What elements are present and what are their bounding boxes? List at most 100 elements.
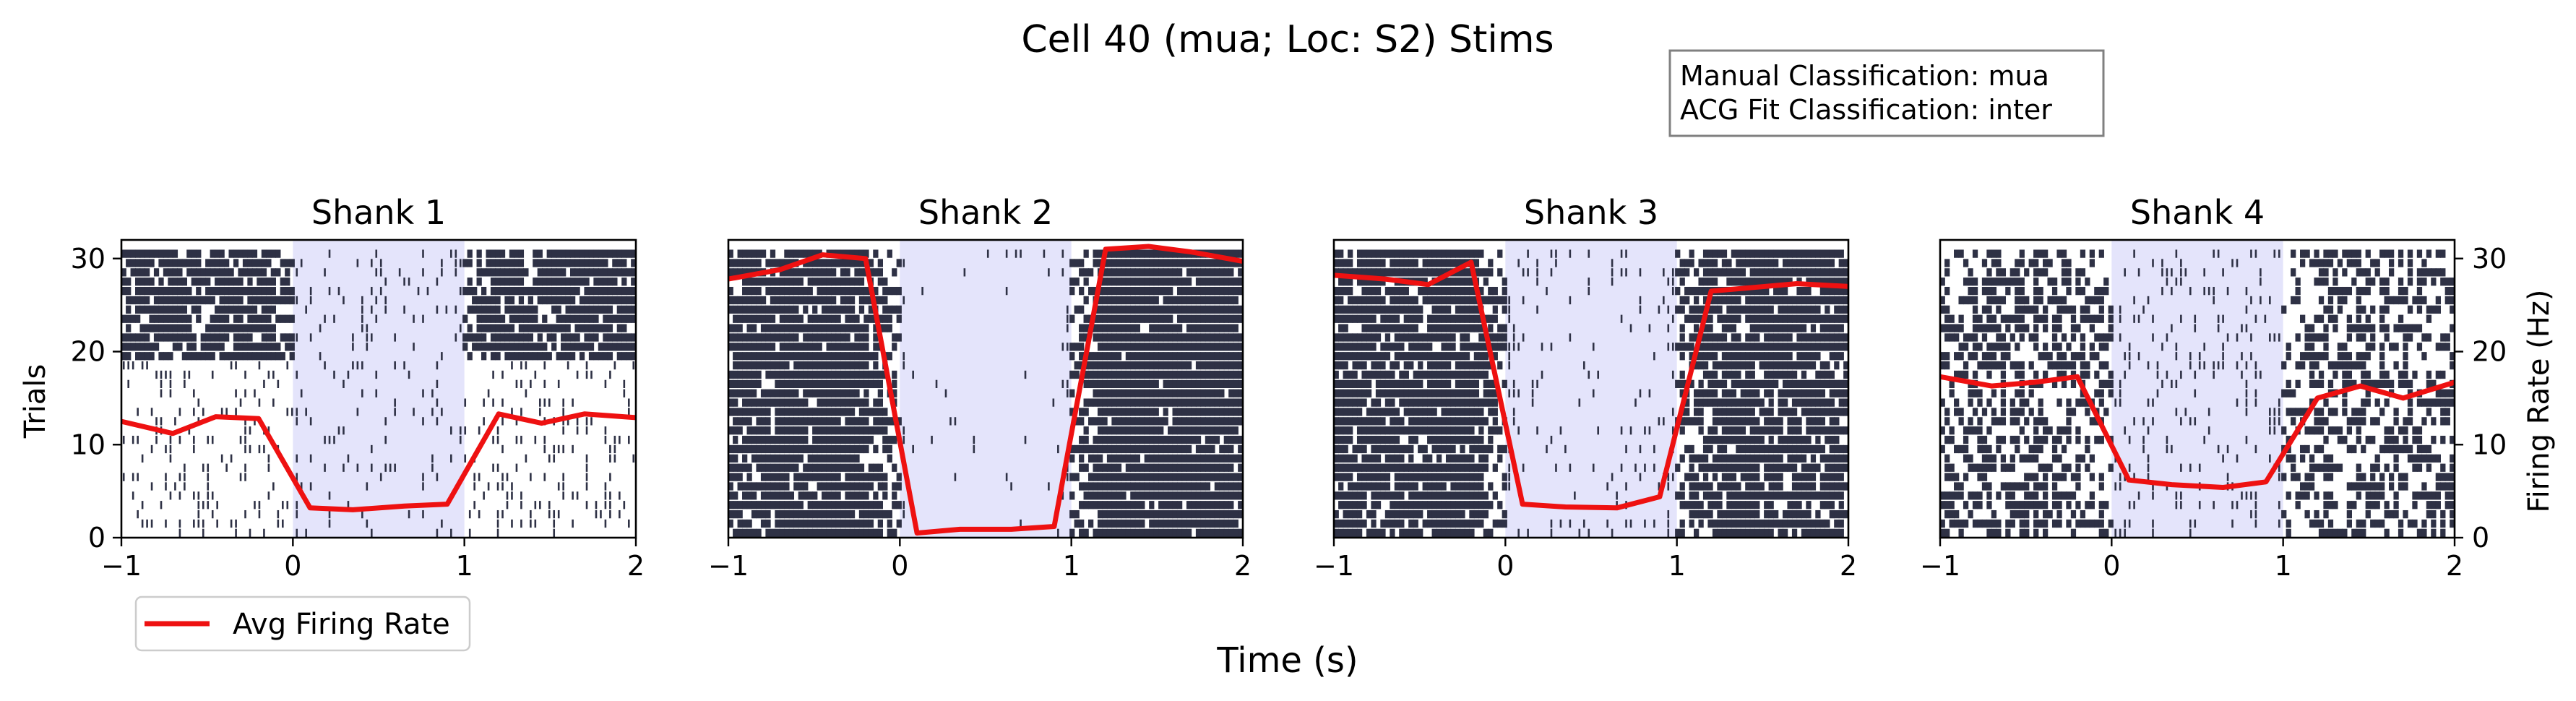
spike-mark — [1684, 444, 1690, 454]
spike-mark — [779, 454, 785, 463]
spike-mark — [394, 333, 396, 342]
spike-mark — [1116, 352, 1122, 361]
spike-mark — [793, 296, 799, 305]
spike-mark — [1380, 314, 1386, 323]
spike-mark — [854, 259, 860, 267]
spike-mark — [270, 286, 276, 296]
spike-mark — [1679, 352, 1685, 361]
spike-mark — [1181, 435, 1187, 444]
spike-mark — [403, 361, 405, 370]
spike-mark — [1629, 426, 1632, 435]
spike-mark — [551, 278, 557, 286]
spike-mark — [1140, 398, 1145, 407]
spike-mark — [595, 501, 598, 509]
spike-mark — [1569, 519, 1572, 528]
spike-mark — [822, 426, 827, 435]
spike-mark — [1057, 528, 1059, 537]
spike-mark — [1778, 314, 1783, 323]
spike-mark — [468, 509, 471, 519]
spike-mark — [168, 314, 173, 323]
spike-mark — [561, 268, 567, 277]
spike-mark — [551, 305, 557, 314]
spike-mark — [1366, 343, 1372, 351]
spike-mark — [1806, 352, 1812, 361]
spike-mark — [822, 528, 827, 537]
spike-mark — [1436, 333, 1442, 342]
spike-mark — [1671, 426, 1674, 435]
spike-mark — [1144, 379, 1150, 388]
spike-mark — [1815, 305, 1821, 314]
spike-mark — [1717, 408, 1723, 416]
spike-mark — [139, 296, 145, 305]
spike-mark — [1116, 482, 1122, 491]
spike-mark — [1810, 333, 1817, 342]
spike-mark — [1768, 324, 1774, 332]
spike-mark — [817, 389, 822, 397]
spike-mark — [515, 463, 518, 472]
spike-mark — [607, 268, 613, 277]
spike-mark — [1121, 259, 1127, 267]
spike-mark — [459, 324, 462, 332]
spike-mark — [261, 259, 267, 267]
spike-mark — [486, 305, 491, 314]
spike-mark — [831, 343, 837, 351]
spike-mark — [1806, 528, 1812, 537]
spike-mark — [1361, 444, 1367, 454]
spike-mark — [742, 305, 748, 314]
spike-mark — [496, 426, 499, 435]
spike-mark — [1644, 426, 1646, 435]
spike-mark — [1168, 314, 1173, 323]
spike-mark — [779, 343, 785, 351]
spike-mark — [1380, 389, 1386, 397]
spike-mark — [1478, 473, 1484, 481]
spike-mark — [520, 408, 522, 416]
spike-mark — [1176, 398, 1183, 407]
spike-mark — [826, 343, 832, 351]
spike-mark — [1214, 519, 1220, 528]
spike-mark — [1441, 333, 1447, 342]
spike-mark — [1759, 444, 1765, 454]
spike-mark — [1749, 314, 1755, 323]
spike-mark — [1810, 361, 1817, 370]
spike-mark — [892, 343, 897, 351]
spike-mark — [481, 333, 487, 342]
spike-mark — [501, 398, 504, 407]
spike-mark — [1667, 324, 1670, 332]
spike-mark — [1338, 379, 1344, 388]
spike-mark — [1698, 398, 1704, 407]
spike-mark — [1473, 343, 1480, 351]
spike-mark — [1460, 501, 1465, 509]
spike-mark — [760, 501, 767, 509]
spike-mark — [375, 268, 378, 277]
spike-mark — [238, 324, 244, 332]
spike-mark — [239, 398, 242, 407]
spike-mark — [1815, 444, 1821, 454]
spike-mark — [1791, 454, 1798, 463]
spike-mark — [1333, 352, 1339, 361]
spike-mark — [1702, 444, 1709, 454]
spike-mark — [1408, 473, 1414, 481]
spike-mark — [849, 519, 856, 528]
spike-mark — [892, 333, 897, 342]
spike-mark — [1130, 444, 1136, 454]
spike-mark — [1168, 286, 1173, 296]
spike-mark — [588, 286, 595, 296]
spike-mark — [1083, 296, 1089, 305]
spike-mark — [1140, 352, 1145, 361]
spike-mark — [892, 286, 897, 296]
spike-mark — [873, 352, 879, 361]
spike-mark — [1546, 286, 1548, 296]
spike-mark — [807, 352, 813, 361]
spike-mark — [1348, 314, 1353, 323]
spike-mark — [492, 463, 494, 472]
spike-mark — [233, 343, 239, 351]
spike-mark — [882, 314, 888, 323]
spike-mark — [1422, 398, 1428, 407]
spike-mark — [1843, 426, 1849, 435]
spike-mark — [845, 305, 850, 314]
spike-mark — [1384, 379, 1391, 388]
spike-mark — [1172, 528, 1178, 537]
spike-mark — [1787, 370, 1793, 379]
spike-mark — [205, 278, 211, 286]
spike-mark — [1356, 435, 1363, 444]
